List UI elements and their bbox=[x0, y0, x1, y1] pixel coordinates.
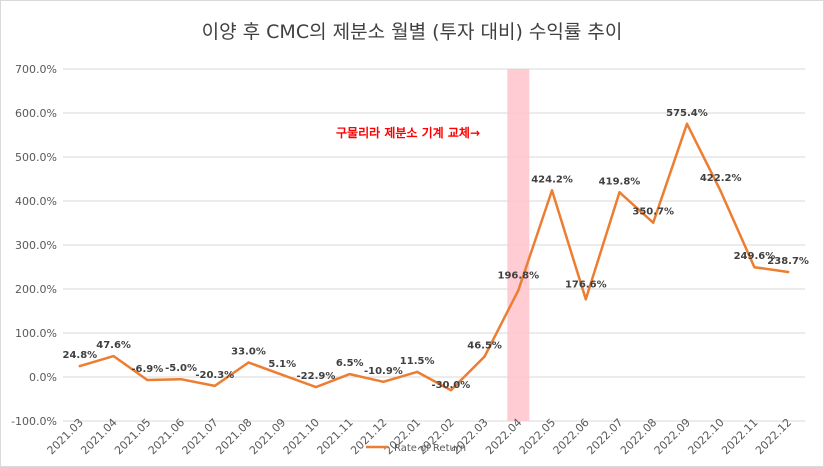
data-point bbox=[314, 385, 318, 389]
chart-title: 이양 후 CMC의 제분소 월별 (투자 대비) 수익률 추이 bbox=[202, 21, 623, 43]
data-label: 6.5% bbox=[336, 358, 364, 369]
series-rate-of-return bbox=[78, 122, 790, 392]
data-label: 238.7% bbox=[767, 256, 809, 267]
x-tick-label: 2022.09 bbox=[652, 416, 693, 457]
data-point bbox=[213, 384, 216, 388]
data-point bbox=[382, 380, 385, 383]
x-tick-label: 2022.12 bbox=[753, 416, 794, 457]
data-point bbox=[415, 370, 419, 374]
data-point bbox=[281, 373, 284, 376]
gridlines bbox=[63, 68, 805, 422]
data-point bbox=[449, 389, 453, 392]
data-label: 422.2% bbox=[700, 173, 742, 184]
data-label: -22.9% bbox=[297, 371, 336, 382]
data-label: 196.8% bbox=[497, 270, 539, 281]
x-tick-label: 2021.06 bbox=[146, 416, 187, 457]
x-tick-label: 2021.10 bbox=[281, 416, 322, 457]
y-tick-label: 300.0% bbox=[15, 239, 57, 252]
legend: Rate of Return bbox=[366, 443, 466, 454]
data-label: 47.6% bbox=[96, 340, 131, 351]
x-tick-label: 2022.11 bbox=[719, 416, 760, 457]
data-label: -10.9% bbox=[364, 366, 403, 377]
x-tick-label: 2021.05 bbox=[112, 416, 153, 457]
data-point bbox=[146, 378, 149, 382]
data-label: 11.5% bbox=[400, 356, 435, 367]
data-point bbox=[483, 355, 486, 358]
legend-label: Rate of Return bbox=[394, 443, 466, 454]
x-tick-label: 2021.09 bbox=[247, 416, 288, 457]
data-label: 350.7% bbox=[632, 207, 674, 218]
data-label: -6.9% bbox=[131, 364, 163, 375]
annotation-text: 구물리라 제분소 기계 교체→ bbox=[336, 125, 480, 140]
y-tick-label: 0.0% bbox=[29, 371, 57, 384]
data-label: 33.0% bbox=[231, 346, 266, 357]
y-axis: -100.0% 0.0% 100.0% 200.0% 300.0% 400.0% 500.0… bbox=[11, 63, 57, 428]
x-tick-label: 2022.10 bbox=[685, 416, 726, 457]
data-label: 249.6% bbox=[734, 251, 776, 262]
y-tick-label: -100.0% bbox=[11, 415, 57, 428]
y-tick-label: 700.0% bbox=[15, 63, 57, 76]
data-label: -5.0% bbox=[165, 363, 197, 374]
data-label: -20.3% bbox=[195, 370, 234, 381]
data-label: 176.6% bbox=[565, 279, 607, 290]
data-point bbox=[112, 354, 115, 358]
data-point bbox=[348, 372, 351, 376]
data-point bbox=[517, 289, 520, 292]
data-point bbox=[584, 298, 587, 301]
data-label: 424.2% bbox=[531, 174, 573, 185]
y-tick-label: 500.0% bbox=[15, 151, 57, 164]
y-tick-label: 100.0% bbox=[15, 327, 57, 340]
y-tick-label: 200.0% bbox=[15, 283, 57, 296]
data-label: 5.1% bbox=[268, 359, 296, 370]
data-label: 419.8% bbox=[599, 176, 641, 187]
x-tick-label: 2022.07 bbox=[584, 416, 625, 457]
x-tick-label: 2021.12 bbox=[348, 416, 389, 457]
data-point bbox=[550, 189, 554, 192]
data-point bbox=[786, 270, 790, 274]
x-tick-label: 2022.05 bbox=[517, 416, 558, 457]
data-point bbox=[753, 265, 756, 269]
data-label: -30.0% bbox=[431, 380, 470, 391]
y-tick-label: 600.0% bbox=[15, 107, 57, 120]
x-tick-label: 2022.06 bbox=[551, 416, 592, 457]
data-point bbox=[247, 361, 250, 364]
data-label: 46.5% bbox=[467, 341, 502, 352]
x-tick-label: 2021.04 bbox=[78, 416, 119, 457]
data-point bbox=[685, 122, 689, 126]
data-point bbox=[179, 378, 183, 381]
y-tick-label: 400.0% bbox=[15, 195, 57, 208]
data-label: 24.8% bbox=[63, 350, 98, 361]
highlight-band bbox=[507, 69, 530, 421]
data-label: 575.4% bbox=[666, 108, 708, 119]
x-tick-label: 2021.08 bbox=[213, 416, 254, 457]
data-point bbox=[78, 364, 82, 368]
x-tick-label: 2021.07 bbox=[180, 416, 221, 457]
x-tick-label: 2022.04 bbox=[483, 416, 524, 457]
x-tick-label: 2022.08 bbox=[618, 416, 659, 457]
data-point bbox=[618, 191, 621, 194]
x-tick-label: 2021.11 bbox=[314, 416, 355, 457]
data-labels: 24.8%47.6% -6.9% -5.0%-20.3% 33.0%5.1%-22.9… bbox=[63, 108, 809, 391]
series-line bbox=[78, 122, 790, 392]
highlight-rect bbox=[507, 69, 530, 421]
data-point bbox=[652, 221, 655, 224]
data-point bbox=[719, 190, 722, 193]
